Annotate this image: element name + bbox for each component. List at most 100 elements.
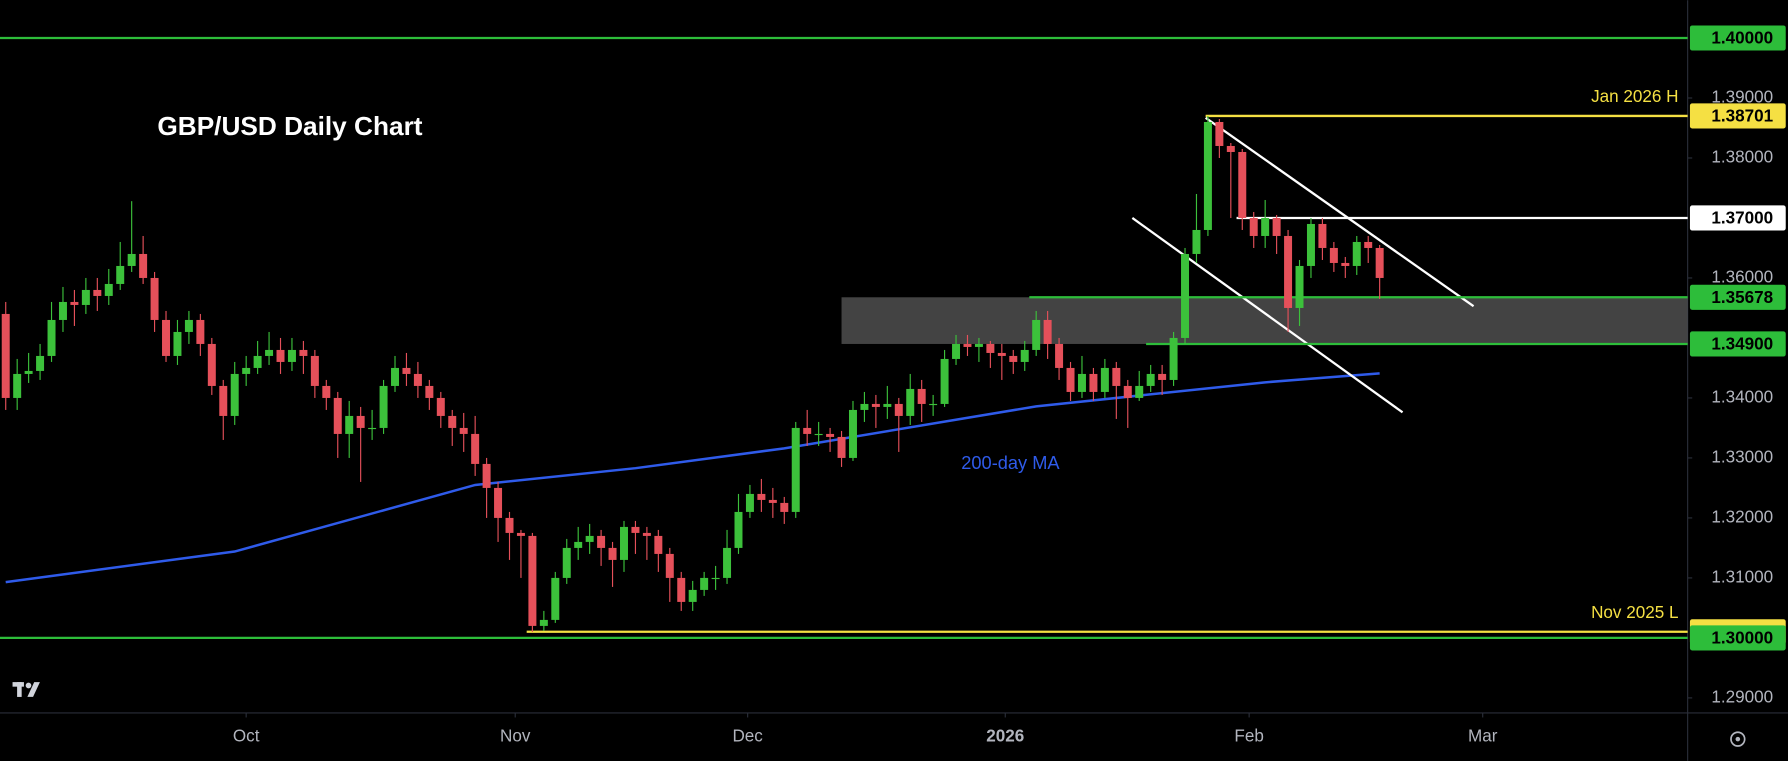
candle-body xyxy=(654,535,663,554)
trend-line xyxy=(1131,217,1404,414)
candle-body xyxy=(826,433,835,437)
candle-body xyxy=(871,403,880,407)
x-tick-label: 2026 xyxy=(986,726,1024,745)
candle-body xyxy=(883,403,892,407)
candle-body xyxy=(173,331,182,356)
candle-body xyxy=(1112,367,1121,386)
support-zone xyxy=(841,297,1688,344)
candle-body xyxy=(1364,241,1373,248)
x-tick-label: Feb xyxy=(1234,726,1263,745)
y-tick-label: 1.34000 xyxy=(1711,387,1773,406)
level-label-box xyxy=(1689,103,1786,129)
y-tick-label: 1.39000 xyxy=(1711,88,1773,107)
candle-body xyxy=(940,358,949,404)
settings-icon[interactable] xyxy=(1730,731,1746,747)
candle-body xyxy=(219,385,228,416)
candle-body xyxy=(631,526,640,533)
level-label-box xyxy=(1689,284,1786,310)
candle-body xyxy=(253,355,262,368)
candle-body xyxy=(402,367,411,374)
candle-body xyxy=(70,301,79,305)
candle-body xyxy=(734,511,743,548)
level-label: 1.40000 xyxy=(1711,29,1773,48)
candle-body xyxy=(299,349,308,356)
candle-body xyxy=(1089,373,1098,392)
level-label: 1.30000 xyxy=(1711,629,1773,648)
candle-body xyxy=(265,349,274,356)
candle-body xyxy=(997,352,1006,356)
tradingview-logo xyxy=(12,682,40,697)
level-label: 1.38701 xyxy=(1711,107,1773,126)
candle-body xyxy=(1020,349,1029,362)
candle-body xyxy=(551,577,560,620)
candle-body xyxy=(494,487,503,518)
candle-body xyxy=(906,388,915,416)
candle-body xyxy=(24,370,33,374)
candle-body xyxy=(425,385,434,398)
candle-body xyxy=(345,415,354,434)
candle-body xyxy=(1272,217,1281,236)
y-tick-label: 1.36000 xyxy=(1711,267,1773,286)
candle-body xyxy=(310,355,319,386)
y-tick-label: 1.38000 xyxy=(1711,147,1773,166)
candle-body xyxy=(1066,367,1075,392)
candle-body xyxy=(116,265,125,284)
moving-average xyxy=(5,372,1380,584)
candle-body xyxy=(1043,319,1052,344)
candle-body xyxy=(1146,373,1155,386)
candle-body xyxy=(768,499,777,503)
candle-body xyxy=(974,343,983,347)
candle-body xyxy=(36,355,45,371)
candle-body xyxy=(837,436,846,458)
candle-body xyxy=(597,535,606,548)
level-label-box xyxy=(1689,25,1786,51)
candle-body xyxy=(917,388,926,404)
candle-body xyxy=(1238,151,1247,218)
candle-body xyxy=(952,343,961,359)
candle-body xyxy=(711,577,720,580)
ma-label: 200-day MA xyxy=(961,452,1060,473)
candle-body xyxy=(448,415,457,428)
candle-body xyxy=(745,493,754,512)
candle-body xyxy=(1100,367,1109,392)
candle-body xyxy=(162,319,171,356)
candle-body xyxy=(528,535,537,626)
level-note: Nov 2025 L xyxy=(1591,603,1678,622)
candle-body xyxy=(1295,265,1304,308)
candle-body xyxy=(585,535,594,542)
candle-body xyxy=(1123,385,1132,398)
candle-body xyxy=(1341,262,1350,266)
y-tick-label: 1.32000 xyxy=(1711,507,1773,526)
level-label: 1.37000 xyxy=(1711,209,1773,228)
candle-body xyxy=(242,367,251,374)
candle-body xyxy=(184,319,193,332)
candle-body xyxy=(1055,343,1064,368)
candle-body xyxy=(391,367,399,386)
candle-body xyxy=(574,541,583,548)
candle-body xyxy=(1226,145,1235,152)
candle-body xyxy=(780,502,789,512)
candle-body xyxy=(1009,355,1018,362)
candle-body xyxy=(1375,247,1384,278)
candle-body xyxy=(620,526,628,560)
candle-body xyxy=(1306,223,1315,266)
candle-body xyxy=(1181,253,1190,338)
candle-body xyxy=(1158,373,1167,380)
level-label: 1.35678 xyxy=(1711,288,1773,307)
level-label-box xyxy=(1689,331,1786,357)
candle-body xyxy=(81,289,90,305)
candle-body xyxy=(459,427,468,434)
candle-body xyxy=(539,619,548,626)
candle-body xyxy=(791,427,800,512)
candle-body xyxy=(723,547,732,578)
y-tick-label: 1.29000 xyxy=(1711,687,1773,706)
level-label-box xyxy=(1689,625,1786,651)
candle-body xyxy=(482,463,491,488)
candle-body xyxy=(1169,337,1178,380)
candle-body xyxy=(471,433,480,464)
candle-body xyxy=(700,577,709,590)
candle-body xyxy=(13,373,22,398)
candle-body xyxy=(322,385,331,398)
